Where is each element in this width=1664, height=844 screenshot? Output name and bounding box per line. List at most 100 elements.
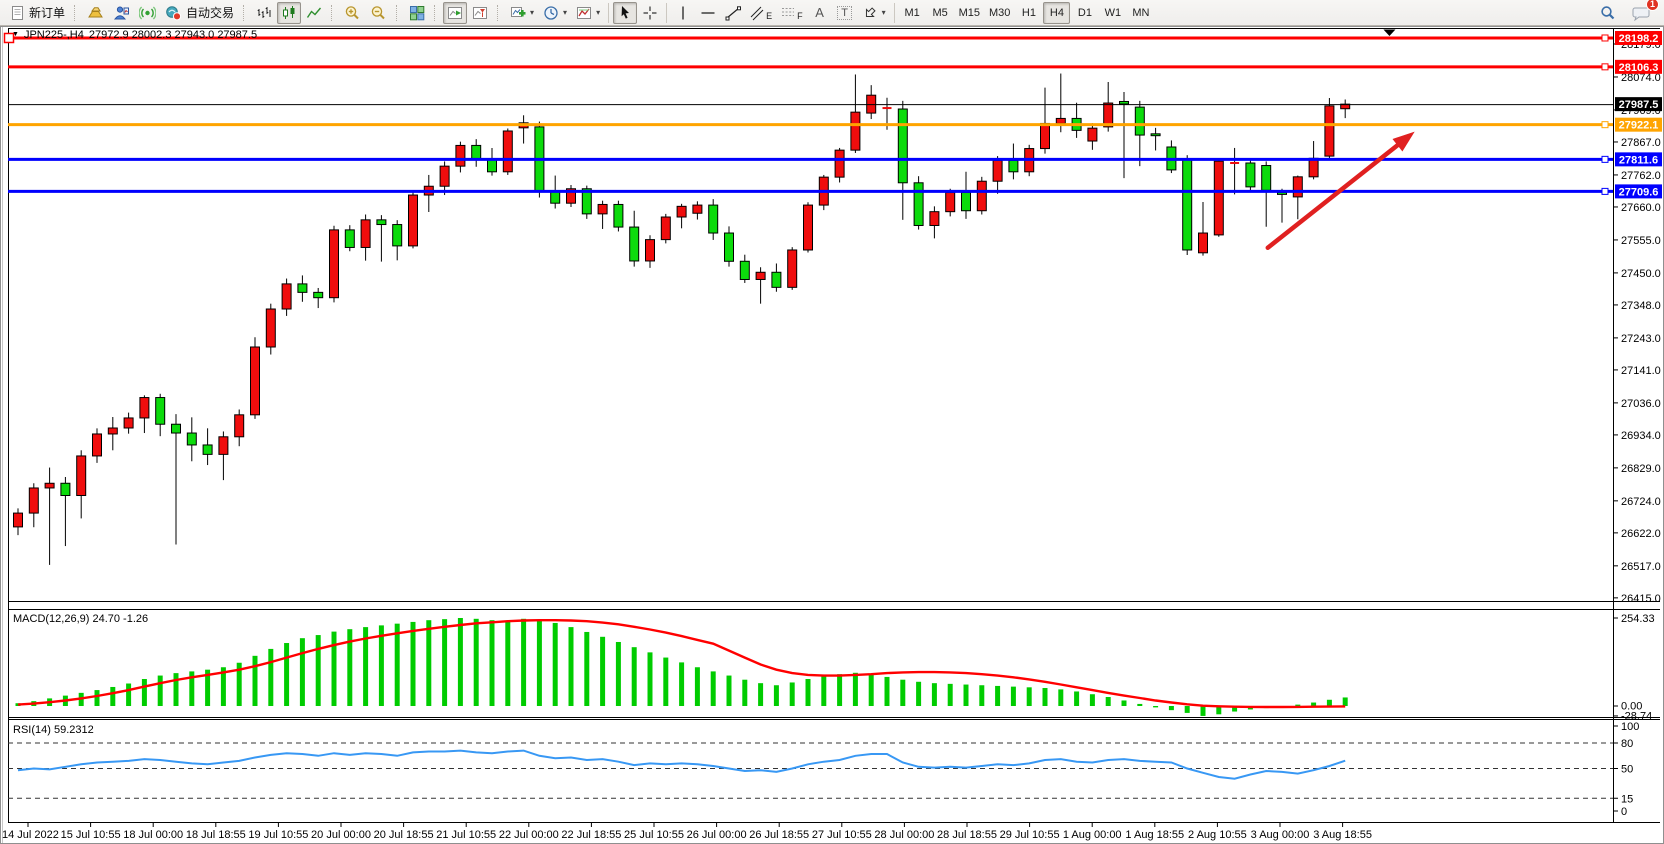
time-tick-label: 15 Jul 10:55 [61,829,121,841]
timeframe-h4-button[interactable]: H4 [1043,1,1071,24]
auto-scroll-button[interactable] [443,1,468,24]
candle-up [1040,122,1050,150]
macd-histogram-bar [773,685,779,706]
timeframe-m5-button[interactable]: M5 [927,2,954,24]
tile-windows-button[interactable] [405,2,429,24]
fibonacci-button[interactable]: F [777,2,807,24]
candle-up [1292,176,1303,198]
cursor-icon [618,5,633,21]
level-lines[interactable] [3,32,1614,195]
macd-histogram-bar [1074,691,1080,706]
zoom-out-button[interactable] [366,2,391,24]
candle-down [771,271,782,288]
dropdown-caret-icon: ▾ [881,8,886,17]
notifications-button[interactable]: 1 [1628,0,1659,24]
trend-arrow[interactable] [1265,131,1415,251]
trader-panel-button[interactable] [109,2,134,24]
timeframe-h1-button[interactable]: H1 [1015,2,1042,24]
time-tick-label: 28 Jul 00:00 [874,829,934,841]
text-button[interactable]: A [808,2,832,24]
candle-up [692,204,703,214]
price-badge [1615,59,1662,74]
text-label-button[interactable]: T [833,2,857,24]
candle-down [376,219,387,226]
candle-up [439,165,450,187]
macd-histogram-bar [647,652,653,706]
templates-button[interactable]: ▾ [572,2,604,24]
macd-histogram-bar [584,631,590,706]
time-axis[interactable]: 14 Jul 2022 15 Jul 10:55 18 Jul 00:00 18 Ju… [2,823,1372,841]
price-tick-label: 27660.0 [1621,202,1661,214]
chart-shift-button[interactable] [468,2,492,24]
ohlc-values-label: 27972.9 28002.3 27943.0 27987.5 [88,29,258,41]
time-tick-label: 19 Jul 10:55 [248,829,308,841]
equidistant-channel-button[interactable]: E [746,2,776,24]
chart-frame [0,26,1664,844]
macd-histogram-bar [789,682,795,706]
candlestick-chart-button[interactable] [277,1,302,24]
candle-up [1324,105,1335,157]
macd-histogram-bar [1295,704,1301,706]
cursor-button[interactable] [613,1,638,24]
candle-up [281,283,292,310]
candle-up [1198,232,1208,254]
timeframe-d1-button[interactable]: D1 [1071,2,1098,24]
indicators-icon [510,5,526,21]
macd-histogram-bar [852,672,858,706]
candle-up [929,211,940,226]
vertical-line-button[interactable] [671,2,695,24]
timeframe-m30-button[interactable]: M30 [985,2,1014,24]
macd-histogram-bar [284,643,290,706]
price-tick-label: 27762.0 [1621,170,1661,182]
timeframe-m1-button[interactable]: M1 [899,2,926,24]
bar-chart-button[interactable] [252,2,276,24]
candle-up [787,249,798,288]
price-badge-label: 28106.3 [1619,62,1659,74]
zoom-in-button[interactable] [340,2,365,24]
new-order-button[interactable]: 新订单 [6,2,69,24]
price-badge [1615,184,1662,199]
candle-up [1213,160,1224,236]
gold-bars-button[interactable] [83,2,108,24]
macd-histogram-bar [1105,697,1111,706]
rsi-pane: 100 80 50 150 [8,721,1639,818]
macd-histogram-bar [457,618,463,706]
candle-down [155,397,166,425]
candle-down [913,182,924,226]
macd-histogram-bar [331,631,337,706]
autotrading-label: 自动交易 [186,6,235,20]
candle-down [487,158,497,173]
macd-histogram-bar [426,620,432,706]
candle-up [107,427,118,435]
crosshair-button[interactable] [638,2,662,24]
autotrading-button[interactable]: 自动交易 [161,2,238,24]
horizontal-line-button[interactable] [696,2,720,24]
zoom-in-icon [344,5,361,21]
search-button[interactable] [1595,2,1620,24]
arrows-icon [862,5,878,21]
horizontal-line-icon [700,5,716,21]
macd-histogram-bar [1311,702,1317,706]
timeframe-mn-button[interactable]: MN [1127,2,1154,24]
price-axis[interactable]: 28179.028074.027969.027867.027762.027660… [1613,39,1661,605]
price-badge-label: 28198.2 [1619,33,1659,45]
chart-canvas[interactable]: 254.330.00-28.74100805015028179.028074.0… [0,26,1664,844]
candle-up [28,487,39,514]
fibonacci-letter: F [797,10,803,21]
timeframe-m15-button[interactable]: M15 [955,2,984,24]
price-tick-label: 28074.0 [1621,72,1661,84]
line-chart-button[interactable] [302,2,326,24]
indicators-button[interactable]: ▾ [506,2,538,24]
time-tick-label: 22 Jul 00:00 [499,829,559,841]
periods-button[interactable]: ▾ [539,2,571,24]
macd-histogram-bar [126,683,132,706]
time-tick-label: 18 Jul 18:55 [186,829,246,841]
arrows-button[interactable]: ▾ [858,2,890,24]
trendline-button[interactable] [721,2,745,24]
time-tick-label: 21 Jul 10:55 [436,829,496,841]
candle-up [13,512,23,528]
rsi-indicator-label: RSI(14) 59.2312 [13,724,94,736]
signal-button[interactable] [135,2,160,24]
chart-shift-marker[interactable] [1383,29,1396,37]
timeframe-w1-button[interactable]: W1 [1099,2,1126,24]
